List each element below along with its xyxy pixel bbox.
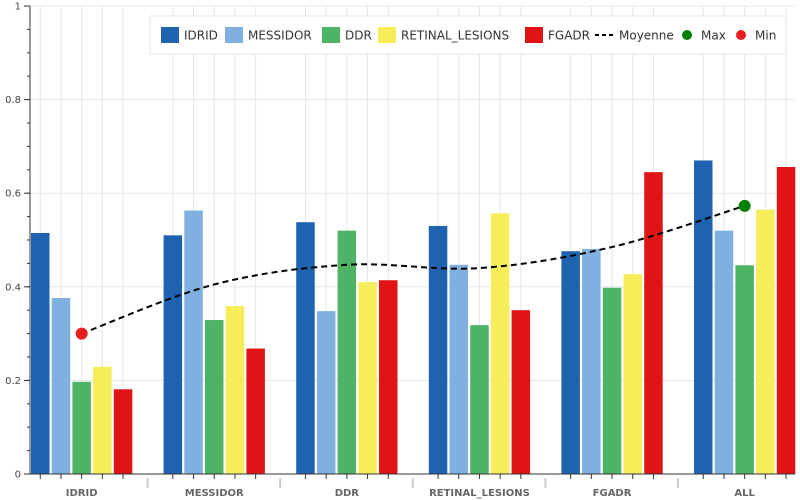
legend-label: FGADR xyxy=(548,29,590,43)
y-tick-label: 1 xyxy=(15,2,21,13)
bar-fgadr-idrid xyxy=(113,389,133,474)
x-category-label: DDR xyxy=(335,488,360,499)
y-tick-label: 0.8 xyxy=(5,95,21,106)
bars xyxy=(31,160,796,475)
axes: 0 0.2 0.4 0.6 0.8 1 IDRID MESSIDOR DDR RETINAL_LE… xyxy=(5,2,795,499)
legend-label: MESSIDOR xyxy=(248,29,312,43)
legend-swatch xyxy=(322,27,340,43)
bar-ddr-retinal_lesions xyxy=(470,325,489,474)
max-marker xyxy=(738,199,751,212)
legend-dot-swatch xyxy=(682,30,692,40)
x-category-label: RETINAL_LESIONS xyxy=(429,488,530,499)
bar-idrid-all xyxy=(694,160,713,474)
bar-fgadr-messidor xyxy=(246,348,265,474)
bar-idrid-idrid xyxy=(31,232,50,474)
mean-line xyxy=(81,204,745,335)
bar-retinal_lesions-fgadr xyxy=(623,274,642,474)
y-tick-label: 0.6 xyxy=(5,189,21,200)
y-tick-label: 0.4 xyxy=(5,282,21,293)
x-category-label: ALL xyxy=(734,488,755,499)
legend-swatch xyxy=(525,27,543,43)
legend-label: IDRID xyxy=(184,29,218,43)
bar-idrid-retinal_lesions xyxy=(428,225,448,474)
legend-dot-swatch xyxy=(736,30,746,40)
bar-ddr-all xyxy=(735,265,754,474)
bar-idrid-ddr xyxy=(296,222,315,474)
bar-messidor-retinal_lesions xyxy=(449,264,468,474)
bar-ddr-messidor xyxy=(205,320,224,474)
bar-fgadr-fgadr xyxy=(644,172,663,474)
bar-messidor-ddr xyxy=(316,311,336,474)
bar-fgadr-ddr xyxy=(379,280,398,474)
legend-label: Min xyxy=(755,29,776,43)
y-tick-label: 0.2 xyxy=(5,376,21,387)
x-category-label: IDRID xyxy=(66,488,98,499)
legend-swatch xyxy=(161,27,179,43)
bar-retinal_lesions-messidor xyxy=(225,305,245,474)
bar-ddr-fgadr xyxy=(602,287,622,474)
legend-label: RETINAL_LESIONS xyxy=(401,29,509,43)
y-tick-label: 0 xyxy=(15,470,21,481)
bar-ddr-idrid xyxy=(72,381,91,474)
bar-messidor-fgadr xyxy=(582,248,601,474)
legend-label: Moyenne xyxy=(619,29,674,43)
legend-swatch xyxy=(225,27,243,43)
bar-messidor-all xyxy=(714,230,734,474)
bar-messidor-messidor xyxy=(184,210,203,475)
bar-retinal_lesions-idrid xyxy=(93,366,112,474)
bar-retinal_lesions-ddr xyxy=(358,282,377,474)
bar-ddr-ddr xyxy=(337,230,357,474)
min-marker xyxy=(75,327,88,340)
legend: IDRID MESSIDOR DDR RETINAL_LESIONS FGADR Moye… xyxy=(149,15,787,55)
bar-retinal_lesions-retinal_lesions xyxy=(490,213,510,474)
legend-label: DDR xyxy=(345,29,372,43)
bar-messidor-idrid xyxy=(51,298,71,474)
bar-fgadr-retinal_lesions xyxy=(511,310,531,474)
x-category-label: FGADR xyxy=(593,488,632,499)
bar-idrid-fgadr xyxy=(561,251,580,474)
legend-label: Max xyxy=(701,29,726,43)
bar-idrid-messidor xyxy=(163,235,183,474)
x-category-label: MESSIDOR xyxy=(185,488,244,499)
bar-fgadr-all xyxy=(776,166,796,474)
mean-line-layer xyxy=(75,199,751,340)
legend-swatch xyxy=(378,27,396,43)
bar-retinal_lesions-all xyxy=(756,209,775,474)
legend-box xyxy=(149,15,787,55)
